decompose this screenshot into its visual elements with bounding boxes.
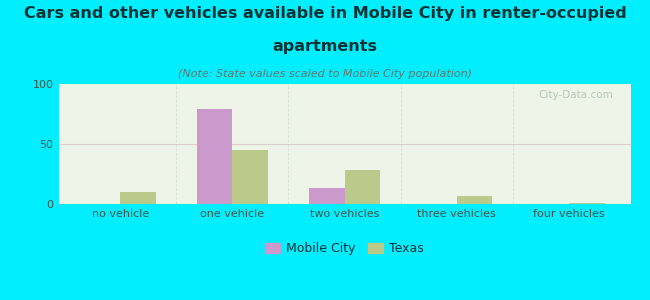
Bar xyxy=(233,150,268,204)
Bar xyxy=(456,196,493,204)
Bar xyxy=(120,192,156,204)
Text: City-Data.com: City-Data.com xyxy=(539,90,614,100)
Bar xyxy=(569,203,604,204)
Text: Cars and other vehicles available in Mobile City in renter-occupied: Cars and other vehicles available in Mob… xyxy=(23,6,627,21)
Bar xyxy=(309,188,344,204)
Text: apartments: apartments xyxy=(272,39,378,54)
Text: (Note: State values scaled to Mobile City population): (Note: State values scaled to Mobile Cit… xyxy=(178,69,472,79)
Legend: Mobile City, Texas: Mobile City, Texas xyxy=(260,237,429,260)
Bar xyxy=(196,109,233,204)
Bar xyxy=(344,170,380,204)
